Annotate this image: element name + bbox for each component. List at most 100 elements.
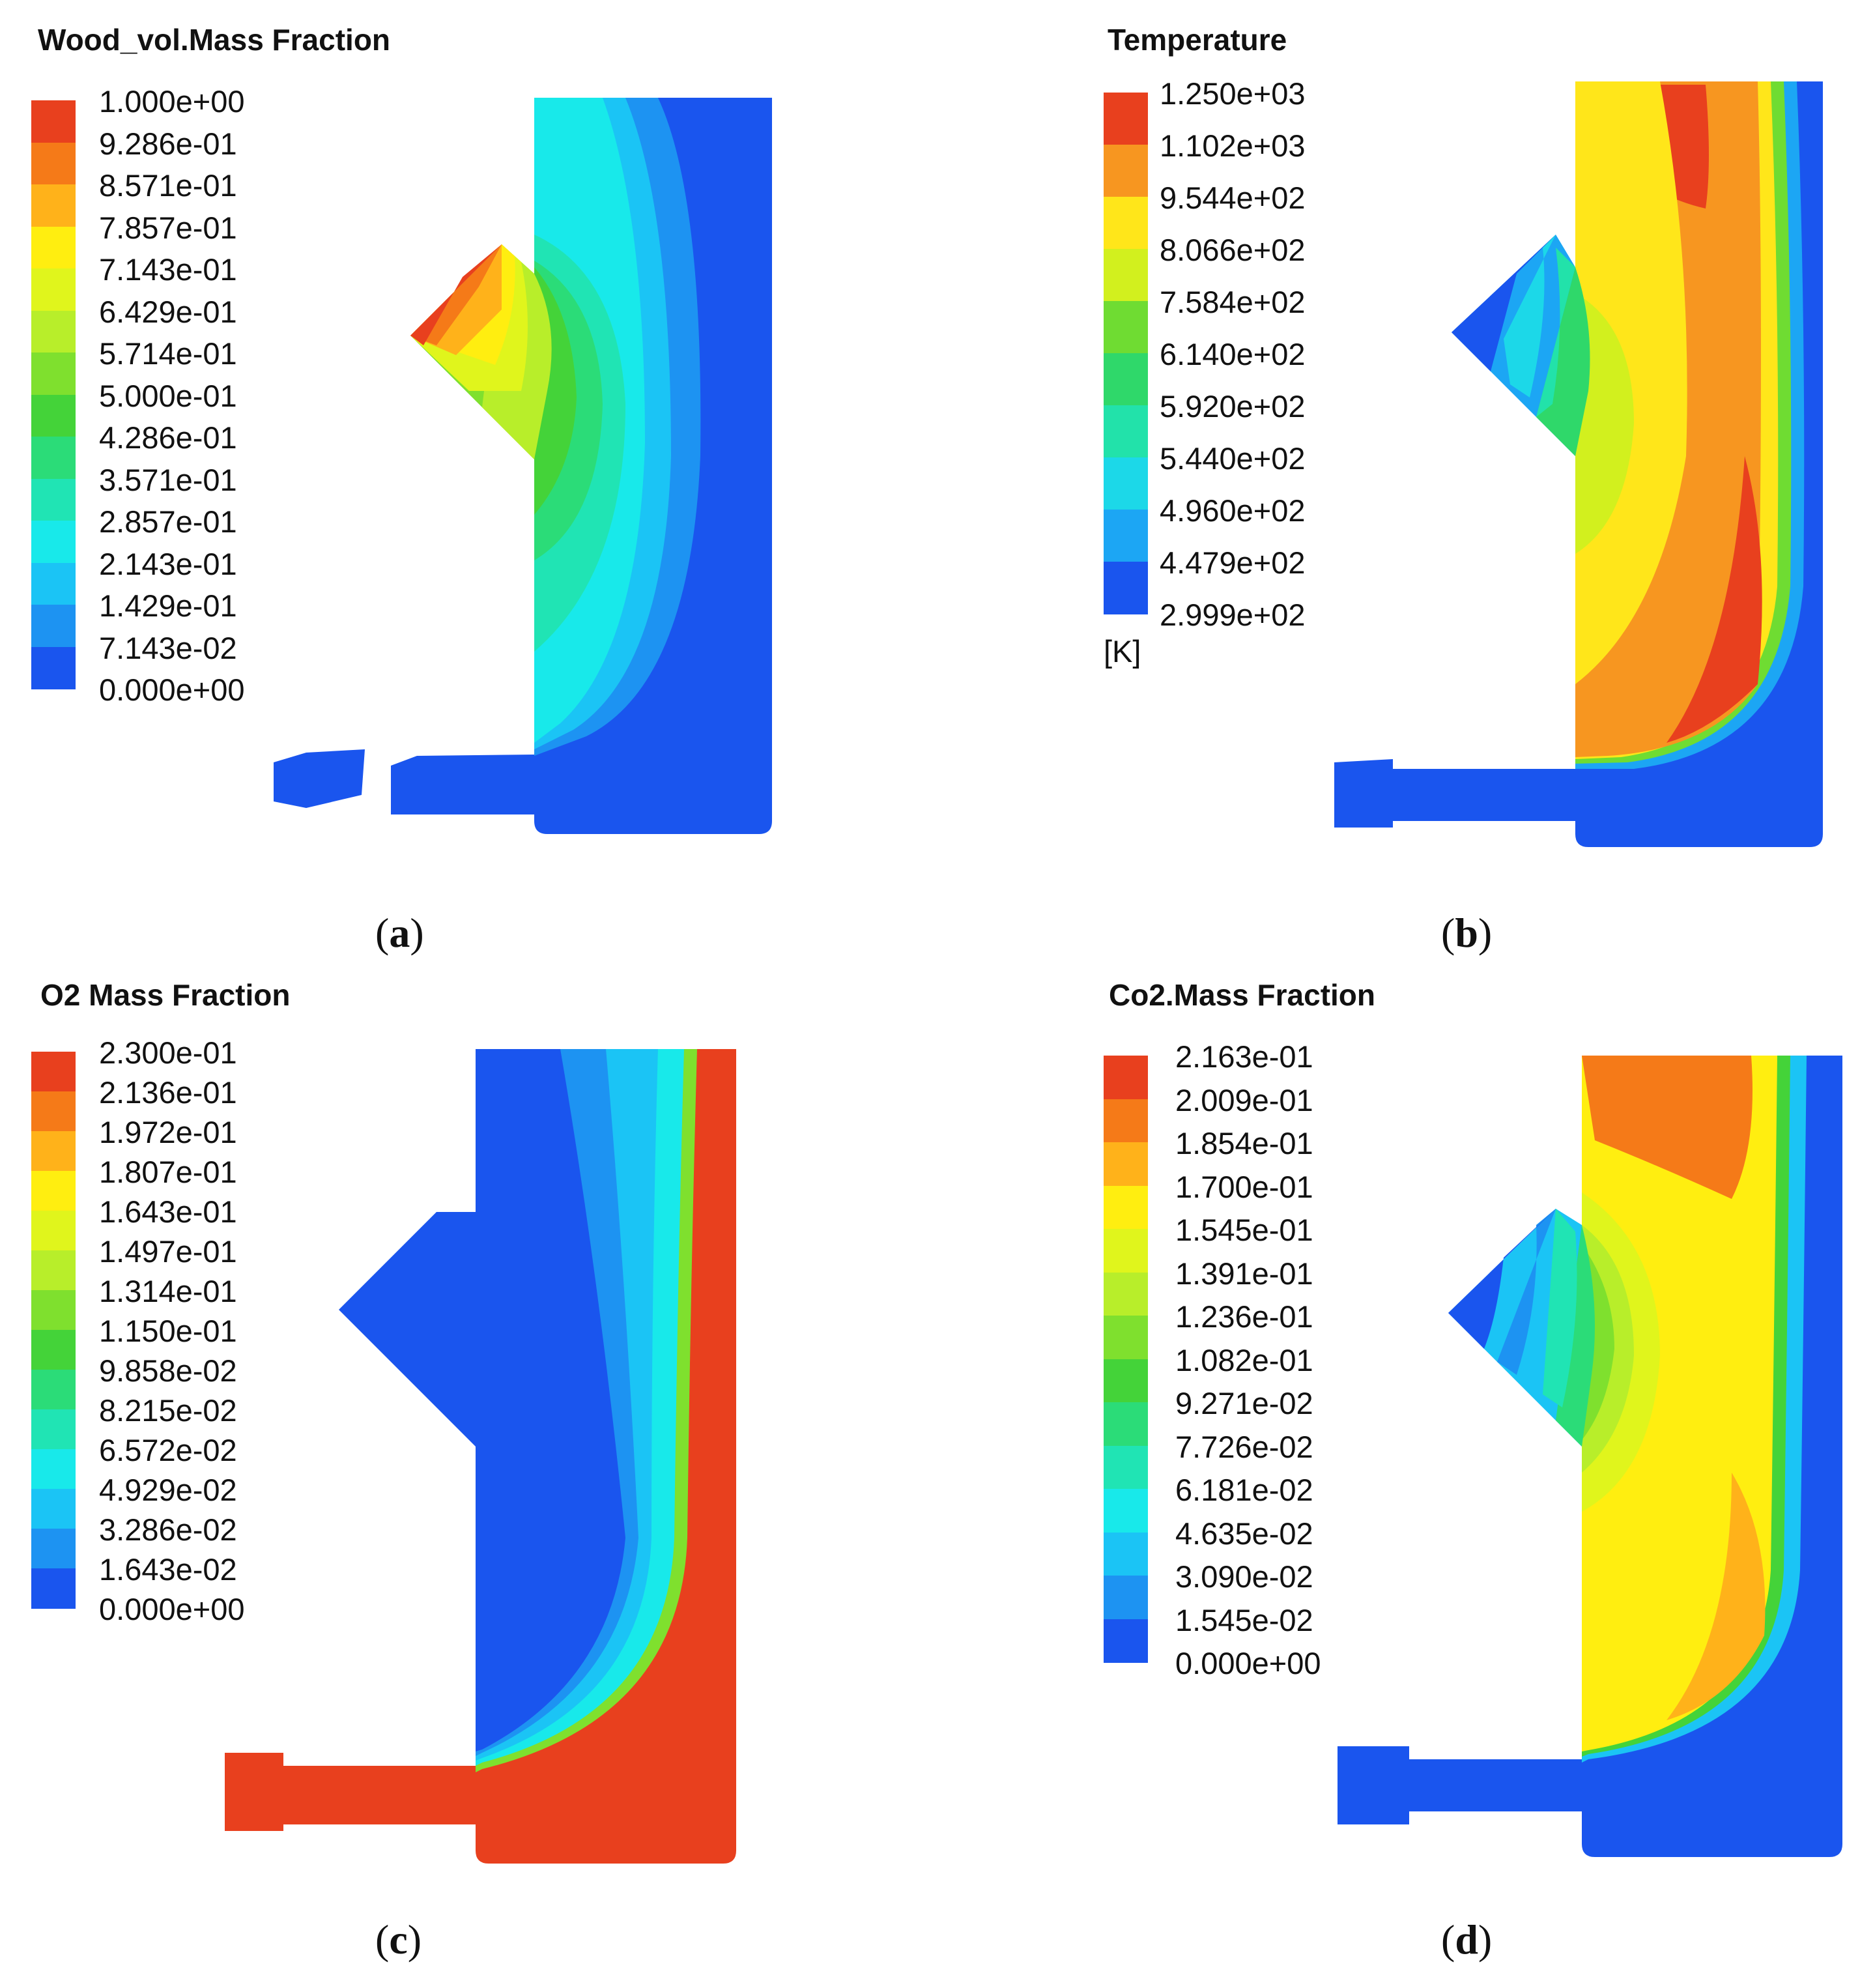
panel-wood-vol-mass-fraction: Wood_vol.Mass Fraction 1.000e+00 9.286e-0… (0, 0, 930, 977)
legend-tick-label: 1.545e-01 (1175, 1213, 1313, 1247)
legend-swatch (1104, 405, 1148, 458)
panel-label: (d) (1441, 1916, 1493, 1963)
legend-swatch (1104, 145, 1148, 197)
legend-tick-label: 6.181e-02 (1175, 1473, 1313, 1507)
legend-swatch (1104, 1445, 1148, 1490)
legend-swatch (31, 1449, 76, 1490)
panel-label: (a) (375, 910, 424, 956)
legend-tick-label: 3.090e-02 (1175, 1559, 1313, 1594)
legend-swatch (1104, 1576, 1148, 1620)
legend-tick-label: 1.972e-01 (99, 1115, 237, 1149)
legend-tick-label: 1.250e+03 (1160, 76, 1306, 111)
legend-tick-label: 1.391e-01 (1175, 1256, 1313, 1291)
legend-tick-label: 2.143e-01 (99, 546, 237, 581)
legend-tick-label: 5.920e+02 (1160, 389, 1306, 424)
legend-tick-label: 1.236e-01 (1175, 1299, 1313, 1334)
legend-swatch (1104, 301, 1148, 354)
panel-title: Wood_vol.Mass Fraction (38, 23, 391, 57)
legend-tick-label: 4.960e+02 (1160, 493, 1306, 528)
legend-swatch (31, 184, 76, 227)
legend-swatch (31, 1211, 76, 1251)
legend-tick-label: 1.082e-01 (1175, 1342, 1313, 1377)
legend-swatch (1104, 1056, 1148, 1100)
legend-tick-label: 1.643e-02 (99, 1552, 237, 1587)
legend-swatch (1104, 1489, 1148, 1533)
legend-tick-label: 4.929e-02 (99, 1473, 237, 1507)
legend-tick-label: 1.497e-01 (99, 1234, 237, 1269)
legend-swatch (1104, 1316, 1148, 1360)
contour-plot (225, 1049, 736, 1864)
legend-swatch (31, 562, 76, 605)
legend-tick-label: 8.066e+02 (1160, 233, 1306, 267)
legend-tick-label: 2.009e-01 (1175, 1082, 1313, 1117)
legend-tick-label: 5.000e-01 (99, 378, 237, 413)
legend-tick-label: 0.000e+00 (99, 1592, 245, 1626)
legend-swatch (31, 1409, 76, 1450)
legend-swatch (1104, 1272, 1148, 1316)
legend-tick-label: 5.714e-01 (99, 336, 237, 371)
legend-tick-label: 2.300e-01 (99, 1035, 237, 1070)
legend-swatch (1104, 1099, 1148, 1143)
legend-swatch (31, 394, 76, 437)
legend-tick-label: 4.479e+02 (1160, 545, 1306, 580)
legend-tick-label: 7.143e-01 (99, 252, 237, 287)
legend-unit: [K] (1104, 634, 1141, 669)
legend-tick-label: 2.136e-01 (99, 1075, 237, 1110)
legend-swatch (1104, 1532, 1148, 1576)
legend-tick-label: 4.635e-02 (1175, 1516, 1313, 1551)
legend-swatch (1104, 197, 1148, 250)
legend-swatch (31, 1290, 76, 1331)
legend-tick-label: 0.000e+00 (1175, 1646, 1321, 1680)
legend-tick-label: 6.140e+02 (1160, 337, 1306, 371)
legend-swatch (31, 1052, 76, 1092)
legend-tick-label: 3.571e-01 (99, 462, 237, 497)
legend-tick-label: 1.429e-01 (99, 588, 237, 623)
legend-tick-label: 7.857e-01 (99, 210, 237, 245)
legend-swatch (1104, 510, 1148, 562)
contour-plot (1338, 1056, 1842, 1857)
legend-swatch (1104, 457, 1148, 510)
panel-co2-mass-fraction: Co2.Mass Fraction 2.163e-01 2.009e-01 1.85… (930, 951, 1860, 1963)
legend-tick-label: 7.584e+02 (1160, 285, 1306, 319)
legend-swatch (31, 605, 76, 648)
legend-tick-label: 0.000e+00 (99, 672, 245, 707)
panel-temperature: Temperature 1.250e+03 1.102e+03 9.544e+02 8… (930, 0, 1860, 977)
legend-tick-label: 1.700e-01 (1175, 1169, 1313, 1204)
legend-tick-label: 1.314e-01 (99, 1274, 237, 1308)
contour-plot (1334, 81, 1823, 847)
legend-swatch (1104, 353, 1148, 406)
contour-plot (274, 98, 772, 834)
legend-tick-label: 9.544e+02 (1160, 180, 1306, 215)
legend-swatch (1104, 562, 1148, 614)
legend-swatch (1104, 1185, 1148, 1230)
legend-swatch (31, 1171, 76, 1211)
legend-swatch (31, 1131, 76, 1172)
panel-o2-mass-fraction: O2 Mass Fraction 2.300e-01 2.136e-01 1.972… (0, 951, 930, 1963)
legend-tick-label: 6.429e-01 (99, 294, 237, 329)
legend-swatch (31, 437, 76, 480)
legend-swatch (31, 1370, 76, 1410)
legend-tick-label: 9.858e-02 (99, 1353, 237, 1388)
legend-swatch (31, 353, 76, 396)
panel-label: (b) (1441, 910, 1493, 956)
legend-swatch (1104, 1142, 1148, 1187)
legend-swatch (31, 521, 76, 564)
legend-swatch (31, 310, 76, 353)
legend-tick-label: 1.854e-01 (1175, 1126, 1313, 1160)
legend-swatch (31, 1250, 76, 1291)
legend-tick-label: 4.286e-01 (99, 420, 237, 455)
legend-swatch (31, 226, 76, 269)
legend-tick-label: 2.999e+02 (1160, 598, 1306, 632)
legend-swatch (31, 1489, 76, 1529)
panel-title: O2 Mass Fraction (40, 978, 291, 1012)
legend-swatch (31, 1091, 76, 1132)
legend-swatch (1104, 1619, 1148, 1663)
legend-tick-label: 2.857e-01 (99, 504, 237, 539)
legend-swatch (31, 1529, 76, 1569)
legend-swatch (31, 100, 76, 143)
legend-tick-label: 7.143e-02 (99, 630, 237, 665)
legend-tick-label: 8.571e-01 (99, 168, 237, 203)
panel-title: Co2.Mass Fraction (1109, 978, 1375, 1012)
legend-tick-label: 1.102e+03 (1160, 128, 1306, 163)
legend-tick-label: 3.286e-02 (99, 1512, 237, 1547)
